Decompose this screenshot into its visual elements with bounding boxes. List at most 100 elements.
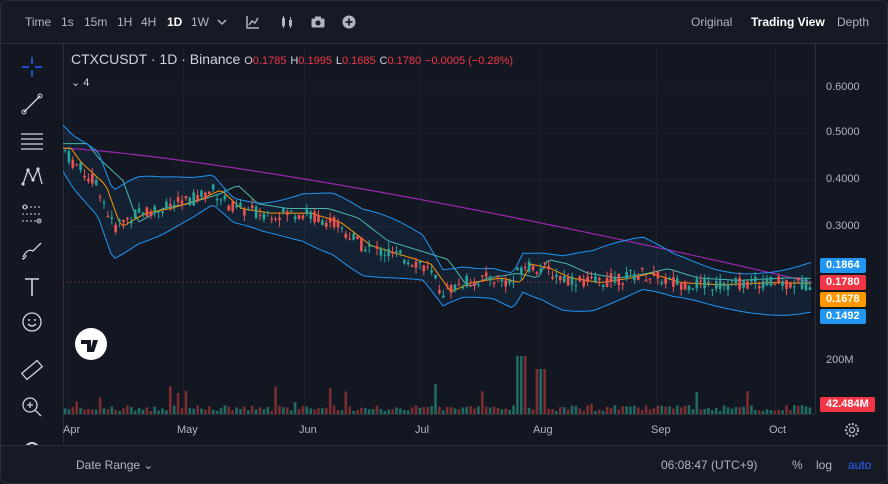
high-label: H bbox=[290, 55, 299, 67]
clock[interactable]: 06:08:47 (UTC+9) bbox=[661, 458, 758, 472]
settings-gear-icon[interactable] bbox=[843, 421, 861, 439]
volume-bar bbox=[243, 406, 246, 414]
candle bbox=[301, 212, 305, 221]
volume-bar bbox=[757, 410, 761, 414]
view-trading-view[interactable]: Trading View bbox=[751, 15, 825, 29]
candle bbox=[102, 198, 106, 209]
volume-bar bbox=[395, 407, 398, 414]
candle bbox=[231, 199, 234, 214]
interval-1w[interactable]: 1W bbox=[191, 15, 209, 29]
interval-1d[interactable]: 1D bbox=[167, 15, 183, 29]
volume-bar bbox=[75, 401, 78, 414]
candle bbox=[769, 275, 773, 288]
candle bbox=[414, 257, 418, 274]
candle bbox=[754, 271, 757, 290]
volume-bar bbox=[219, 408, 223, 414]
candle bbox=[582, 274, 585, 289]
percent-toggle[interactable]: % bbox=[792, 458, 803, 472]
volume-bar bbox=[683, 405, 687, 414]
brush-icon[interactable] bbox=[19, 237, 45, 263]
candle bbox=[586, 271, 589, 287]
volume-bar bbox=[726, 407, 730, 414]
volume-bar bbox=[418, 407, 422, 414]
candle bbox=[434, 274, 437, 280]
volume-bar bbox=[769, 410, 773, 414]
volume-bar bbox=[250, 405, 254, 414]
log-toggle[interactable]: log bbox=[816, 458, 833, 472]
candle bbox=[87, 173, 90, 184]
chart-type-icon[interactable] bbox=[279, 14, 295, 30]
candle bbox=[520, 265, 523, 281]
ruler-icon[interactable] bbox=[19, 357, 45, 383]
candle bbox=[348, 232, 351, 241]
candle bbox=[512, 275, 515, 289]
volume-bar bbox=[562, 407, 566, 414]
time-button[interactable]: Time bbox=[25, 15, 52, 29]
candle bbox=[683, 280, 687, 291]
candle bbox=[375, 240, 379, 256]
view-depth[interactable]: Depth bbox=[837, 15, 870, 29]
volume-bar bbox=[488, 407, 492, 414]
time-tick: Sep bbox=[651, 424, 671, 436]
candle bbox=[67, 147, 71, 166]
symbol-legend: CTXCUSDT · 1D · Binance O0.1785 H0.1995 … bbox=[71, 51, 513, 67]
price-axis[interactable]: 0.6000 0.5000 0.4000 0.3000 0.1864 0.178… bbox=[815, 44, 887, 414]
camera-icon[interactable] bbox=[310, 14, 326, 30]
volume-bar bbox=[469, 406, 472, 414]
volume-bar bbox=[387, 409, 390, 414]
volume-bar bbox=[738, 407, 741, 414]
volume-bar bbox=[332, 405, 336, 414]
symbol-title[interactable]: CTXCUSDT · 1D · Binance bbox=[71, 51, 241, 67]
candle bbox=[169, 197, 172, 211]
volume-bar bbox=[126, 405, 129, 414]
volume-bar bbox=[110, 406, 114, 414]
candle bbox=[356, 236, 359, 240]
candle bbox=[321, 218, 324, 226]
volume-bar bbox=[137, 408, 141, 414]
candle bbox=[535, 270, 539, 276]
fib-icon[interactable] bbox=[19, 128, 45, 154]
interval-15m[interactable]: 15m bbox=[84, 15, 108, 29]
add-icon[interactable] bbox=[341, 14, 357, 30]
candle bbox=[465, 273, 468, 289]
candle bbox=[516, 266, 519, 271]
candle bbox=[157, 210, 160, 219]
candle bbox=[644, 274, 648, 283]
text-icon[interactable] bbox=[19, 274, 45, 300]
candle bbox=[340, 225, 344, 233]
candle bbox=[566, 273, 570, 287]
candle bbox=[406, 259, 410, 267]
trend-line-icon[interactable] bbox=[19, 91, 45, 117]
volume-bar bbox=[414, 405, 418, 414]
price-chart[interactable] bbox=[63, 44, 815, 414]
volume-label: 42.484M bbox=[820, 397, 875, 412]
volume-bar bbox=[442, 410, 445, 414]
volume-bar bbox=[500, 409, 504, 414]
interval-dropdown-icon[interactable] bbox=[214, 14, 230, 30]
candle bbox=[211, 183, 215, 193]
time-axis[interactable]: Apr May Jun Jul Aug Sep Oct bbox=[63, 414, 815, 445]
candle bbox=[352, 232, 355, 241]
pattern-icon[interactable] bbox=[19, 164, 45, 190]
indicators-icon[interactable] bbox=[245, 14, 261, 30]
candle bbox=[145, 206, 149, 217]
zoom-icon[interactable] bbox=[19, 394, 45, 420]
volume-bar bbox=[317, 408, 320, 414]
interval-1h[interactable]: 1H bbox=[117, 15, 133, 29]
view-original[interactable]: Original bbox=[691, 15, 733, 29]
date-range-button[interactable]: Date Range ⌄ bbox=[76, 458, 154, 472]
emoji-icon[interactable] bbox=[19, 309, 45, 335]
volume-bar bbox=[114, 409, 117, 414]
interval-4h[interactable]: 4H bbox=[141, 15, 157, 29]
candle bbox=[200, 189, 203, 200]
auto-toggle[interactable]: auto bbox=[848, 458, 872, 472]
projection-icon[interactable] bbox=[19, 201, 45, 227]
candle bbox=[621, 282, 624, 291]
candle bbox=[633, 270, 636, 285]
indicators-toggle[interactable]: ⌄ 4 bbox=[71, 76, 89, 89]
interval-1s[interactable]: 1s bbox=[61, 15, 74, 29]
candle bbox=[63, 149, 67, 153]
volume-bar bbox=[535, 369, 539, 414]
crosshair-icon[interactable] bbox=[19, 54, 45, 80]
volume-bars bbox=[63, 356, 812, 414]
